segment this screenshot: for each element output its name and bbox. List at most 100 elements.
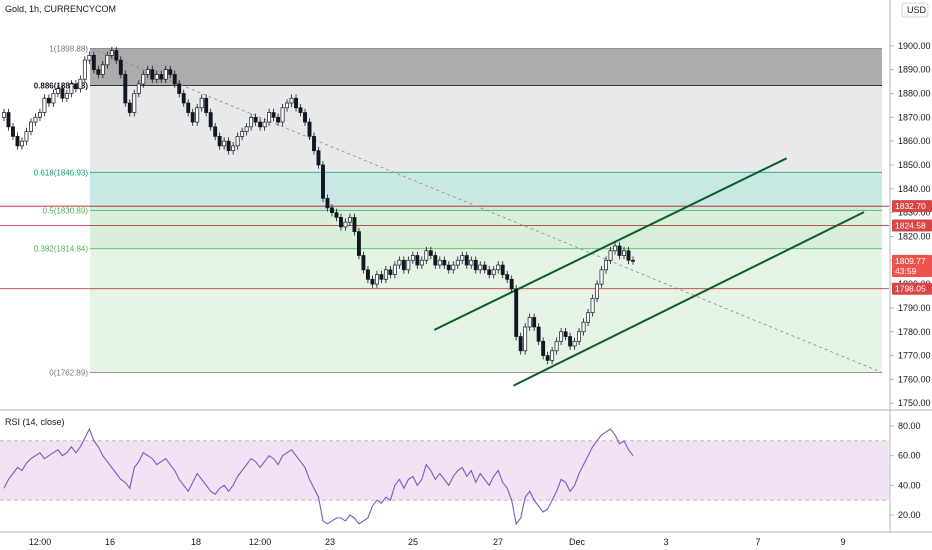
- candle-body: [199, 97, 204, 109]
- candle: [190, 108, 195, 126]
- price-tag: [892, 282, 932, 295]
- candle-body: [109, 50, 114, 56]
- candle: [581, 318, 586, 336]
- candle: [69, 80, 74, 98]
- candle-body: [388, 269, 393, 275]
- candle: [55, 84, 60, 98]
- candle: [383, 265, 388, 284]
- candle: [249, 113, 254, 131]
- candle: [91, 51, 96, 74]
- candle: [312, 132, 316, 155]
- candle-body: [226, 140, 231, 152]
- price-tick-label: 1780.00: [898, 327, 931, 337]
- candle: [132, 89, 137, 117]
- candle-body: [496, 264, 501, 271]
- candle: [361, 251, 366, 274]
- candle: [244, 123, 249, 136]
- candle: [321, 161, 325, 203]
- candle: [154, 70, 159, 83]
- candle-body: [15, 136, 20, 147]
- price-tag-text: 1832.70: [895, 201, 926, 211]
- candle: [401, 256, 406, 274]
- candle-body: [64, 93, 69, 99]
- candle: [527, 313, 532, 331]
- price-tag: [892, 254, 932, 267]
- candle: [303, 108, 307, 126]
- candle-body: [186, 102, 191, 113]
- candle-body: [289, 97, 294, 104]
- time-tick-label: Dec: [569, 537, 586, 547]
- candle-body: [195, 107, 200, 123]
- candle: [105, 51, 110, 69]
- candle-body: [213, 126, 218, 137]
- fib-level-label: 0.5(1830.89): [43, 206, 89, 215]
- price-tag-text: 1824.58: [895, 221, 926, 231]
- candle-body: [487, 269, 492, 275]
- candle-body: [446, 264, 451, 271]
- price-tag: [892, 219, 932, 232]
- candle: [559, 327, 564, 346]
- candle-body: [514, 288, 519, 337]
- currency-button[interactable]: USD: [901, 2, 929, 18]
- candle: [240, 127, 245, 141]
- candle-body: [410, 255, 415, 261]
- candle-body: [406, 259, 411, 271]
- candle: [217, 132, 222, 150]
- candle-body: [127, 102, 132, 113]
- candle-body: [163, 69, 168, 80]
- candle: [631, 256, 635, 265]
- candle: [374, 270, 379, 288]
- candle-body: [172, 74, 177, 85]
- candle: [415, 251, 420, 269]
- candle: [127, 99, 132, 117]
- candle-body: [550, 350, 555, 361]
- fib-level-label: 0.618(1846.93): [34, 168, 89, 177]
- candle: [370, 275, 375, 288]
- candle-body: [262, 121, 267, 128]
- candle-body: [442, 259, 447, 266]
- time-tick-label: 3: [663, 537, 668, 547]
- candle: [446, 261, 451, 274]
- candle-body: [383, 269, 388, 280]
- fib-level-label: 0(1762.89): [49, 369, 88, 378]
- candle: [550, 347, 555, 365]
- candle: [469, 256, 474, 269]
- candle-body: [123, 74, 128, 104]
- time-tick-label: 9: [840, 537, 845, 547]
- candle: [339, 213, 343, 231]
- candles[interactable]: [2, 46, 635, 365]
- time-tick-label: 27: [493, 537, 503, 547]
- price-tick-label: 1870.00: [898, 112, 931, 122]
- candle-body: [586, 312, 591, 323]
- candle: [577, 327, 582, 346]
- candle-body: [2, 112, 6, 118]
- candle-body: [451, 264, 456, 271]
- time-tick-label: 18: [191, 537, 201, 547]
- candle-body: [96, 69, 101, 75]
- candle: [11, 123, 15, 141]
- candle-body: [20, 140, 24, 147]
- candle-body: [361, 255, 366, 271]
- candle-body: [168, 69, 173, 75]
- candle: [496, 261, 501, 274]
- fib-level-label: 1(1898.88): [49, 44, 88, 53]
- candle-body: [460, 255, 465, 261]
- candle: [78, 75, 83, 93]
- candle: [563, 327, 568, 341]
- candle-body: [473, 259, 478, 271]
- candle: [316, 146, 321, 169]
- candle-body: [631, 259, 635, 262]
- channel-lower-line: [513, 211, 865, 387]
- price-tick-label: 1850.00: [898, 160, 931, 170]
- candle-body: [397, 259, 402, 266]
- chart-title: Gold, 1h, CURRENCYCOM: [5, 4, 116, 14]
- candle: [294, 94, 298, 112]
- candle-body: [24, 131, 29, 142]
- candle-body: [356, 231, 361, 256]
- candle-body: [330, 207, 334, 213]
- candle: [289, 94, 294, 107]
- candle: [298, 103, 303, 117]
- candle: [617, 242, 622, 260]
- candle-body: [204, 97, 209, 113]
